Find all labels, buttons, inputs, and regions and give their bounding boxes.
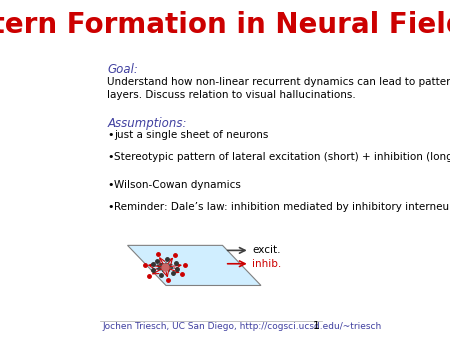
Text: •: •	[107, 130, 114, 140]
Text: Goal:: Goal:	[107, 63, 138, 76]
Text: Reminder: Dale’s law: inhibition mediated by inhibitory interneurons: Reminder: Dale’s law: inhibition mediate…	[114, 202, 450, 212]
Text: Assumptions:: Assumptions:	[107, 117, 187, 130]
Text: just a single sheet of neurons: just a single sheet of neurons	[114, 130, 268, 140]
Text: •: •	[107, 202, 114, 212]
Polygon shape	[127, 245, 261, 285]
Text: Understand how non-linear recurrent dynamics can lead to pattern formation in co: Understand how non-linear recurrent dyna…	[107, 76, 450, 100]
Text: 1: 1	[313, 320, 320, 331]
Text: Stereotypic pattern of lateral excitation (short) + inhibition (longer but not g: Stereotypic pattern of lateral excitatio…	[114, 152, 450, 162]
Text: excit.: excit.	[252, 245, 280, 255]
Text: Pattern Formation in Neural Fields: Pattern Formation in Neural Fields	[0, 11, 450, 39]
Text: •: •	[107, 152, 114, 162]
Text: inhib.: inhib.	[252, 259, 281, 269]
Text: Wilson-Cowan dynamics: Wilson-Cowan dynamics	[114, 180, 241, 190]
Text: Jochen Triesch, UC San Diego, http://cogsci.ucsd.edu/~triesch: Jochen Triesch, UC San Diego, http://cog…	[103, 321, 382, 331]
Text: •: •	[107, 180, 114, 190]
